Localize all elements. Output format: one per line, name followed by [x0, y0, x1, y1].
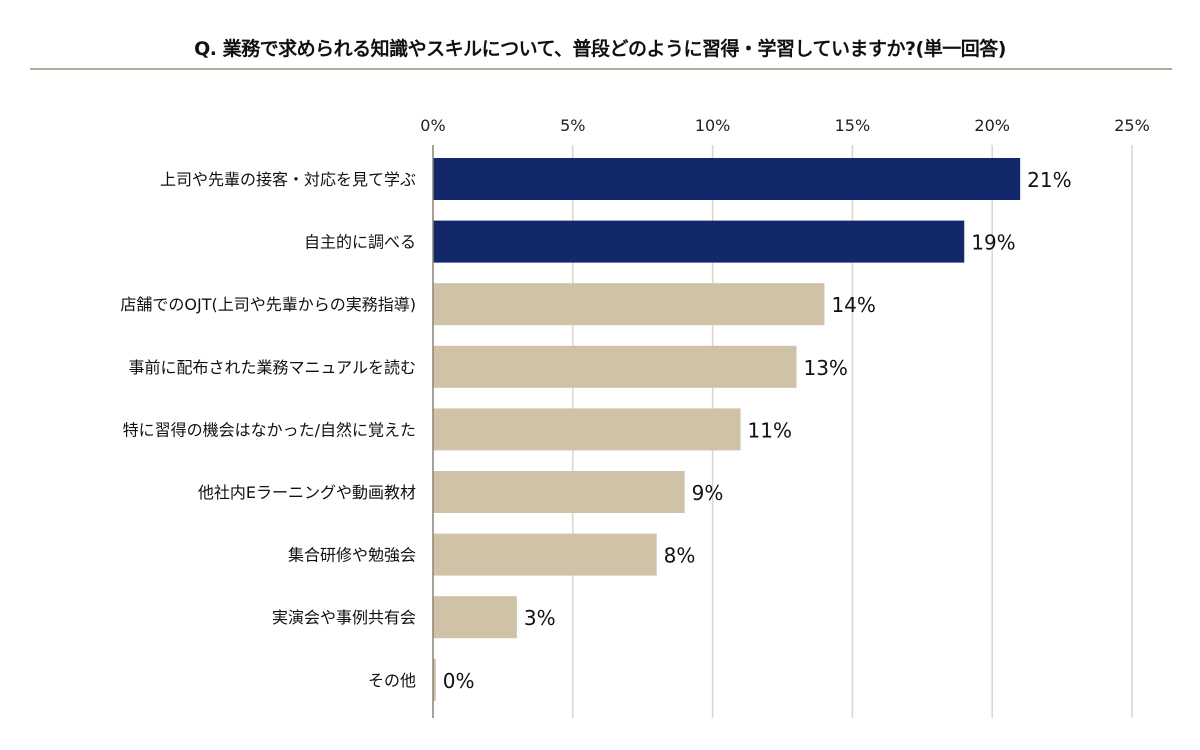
- category-label: 店舗でのOJT(上司や先輩からの実務指導): [120, 295, 416, 314]
- x-tick-label: 10%: [695, 116, 731, 135]
- data-label: 11%: [748, 418, 792, 442]
- category-label: 事前に配布された業務マニュアルを読む: [128, 358, 416, 377]
- category-label: 上司や先輩の接客・対応を見て学ぶ: [160, 170, 416, 189]
- bar: [433, 158, 1021, 200]
- data-label: 19%: [971, 231, 1015, 255]
- bar: [433, 408, 741, 451]
- category-label: 自主的に調べる: [304, 233, 416, 252]
- bar: [433, 533, 657, 576]
- category-label: 集合研修や勉強会: [288, 546, 416, 565]
- bar: [433, 220, 965, 263]
- category-label: 実演会や事例共有会: [272, 608, 416, 627]
- bar: [433, 471, 685, 513]
- category-label: その他: [368, 671, 416, 690]
- data-label: 3%: [524, 606, 556, 630]
- data-label: 9%: [692, 481, 724, 505]
- data-label: 14%: [831, 293, 875, 317]
- title-divider: [30, 68, 1172, 70]
- category-label: 他社内Eラーニングや動画教材: [198, 483, 416, 502]
- data-label: 13%: [803, 356, 847, 380]
- x-tick-label: 5%: [560, 116, 585, 135]
- bar: [433, 658, 436, 701]
- x-tick-label: 20%: [974, 116, 1010, 135]
- data-label: 0%: [443, 669, 475, 693]
- bar: [433, 596, 517, 639]
- data-label: 8%: [664, 544, 696, 568]
- x-tick-label: 15%: [835, 116, 871, 135]
- bar: [433, 283, 825, 326]
- x-tick-label: 0%: [420, 116, 445, 135]
- data-label: 21%: [1027, 168, 1071, 192]
- bar: [433, 345, 797, 388]
- chart-title: Q. 業務で求められる知識やスキルについて、普段どのように習得・学習していますか…: [194, 38, 1006, 60]
- category-label: 特に習得の機会はなかった/自然に覚えた: [123, 420, 416, 439]
- x-tick-label: 25%: [1114, 116, 1150, 135]
